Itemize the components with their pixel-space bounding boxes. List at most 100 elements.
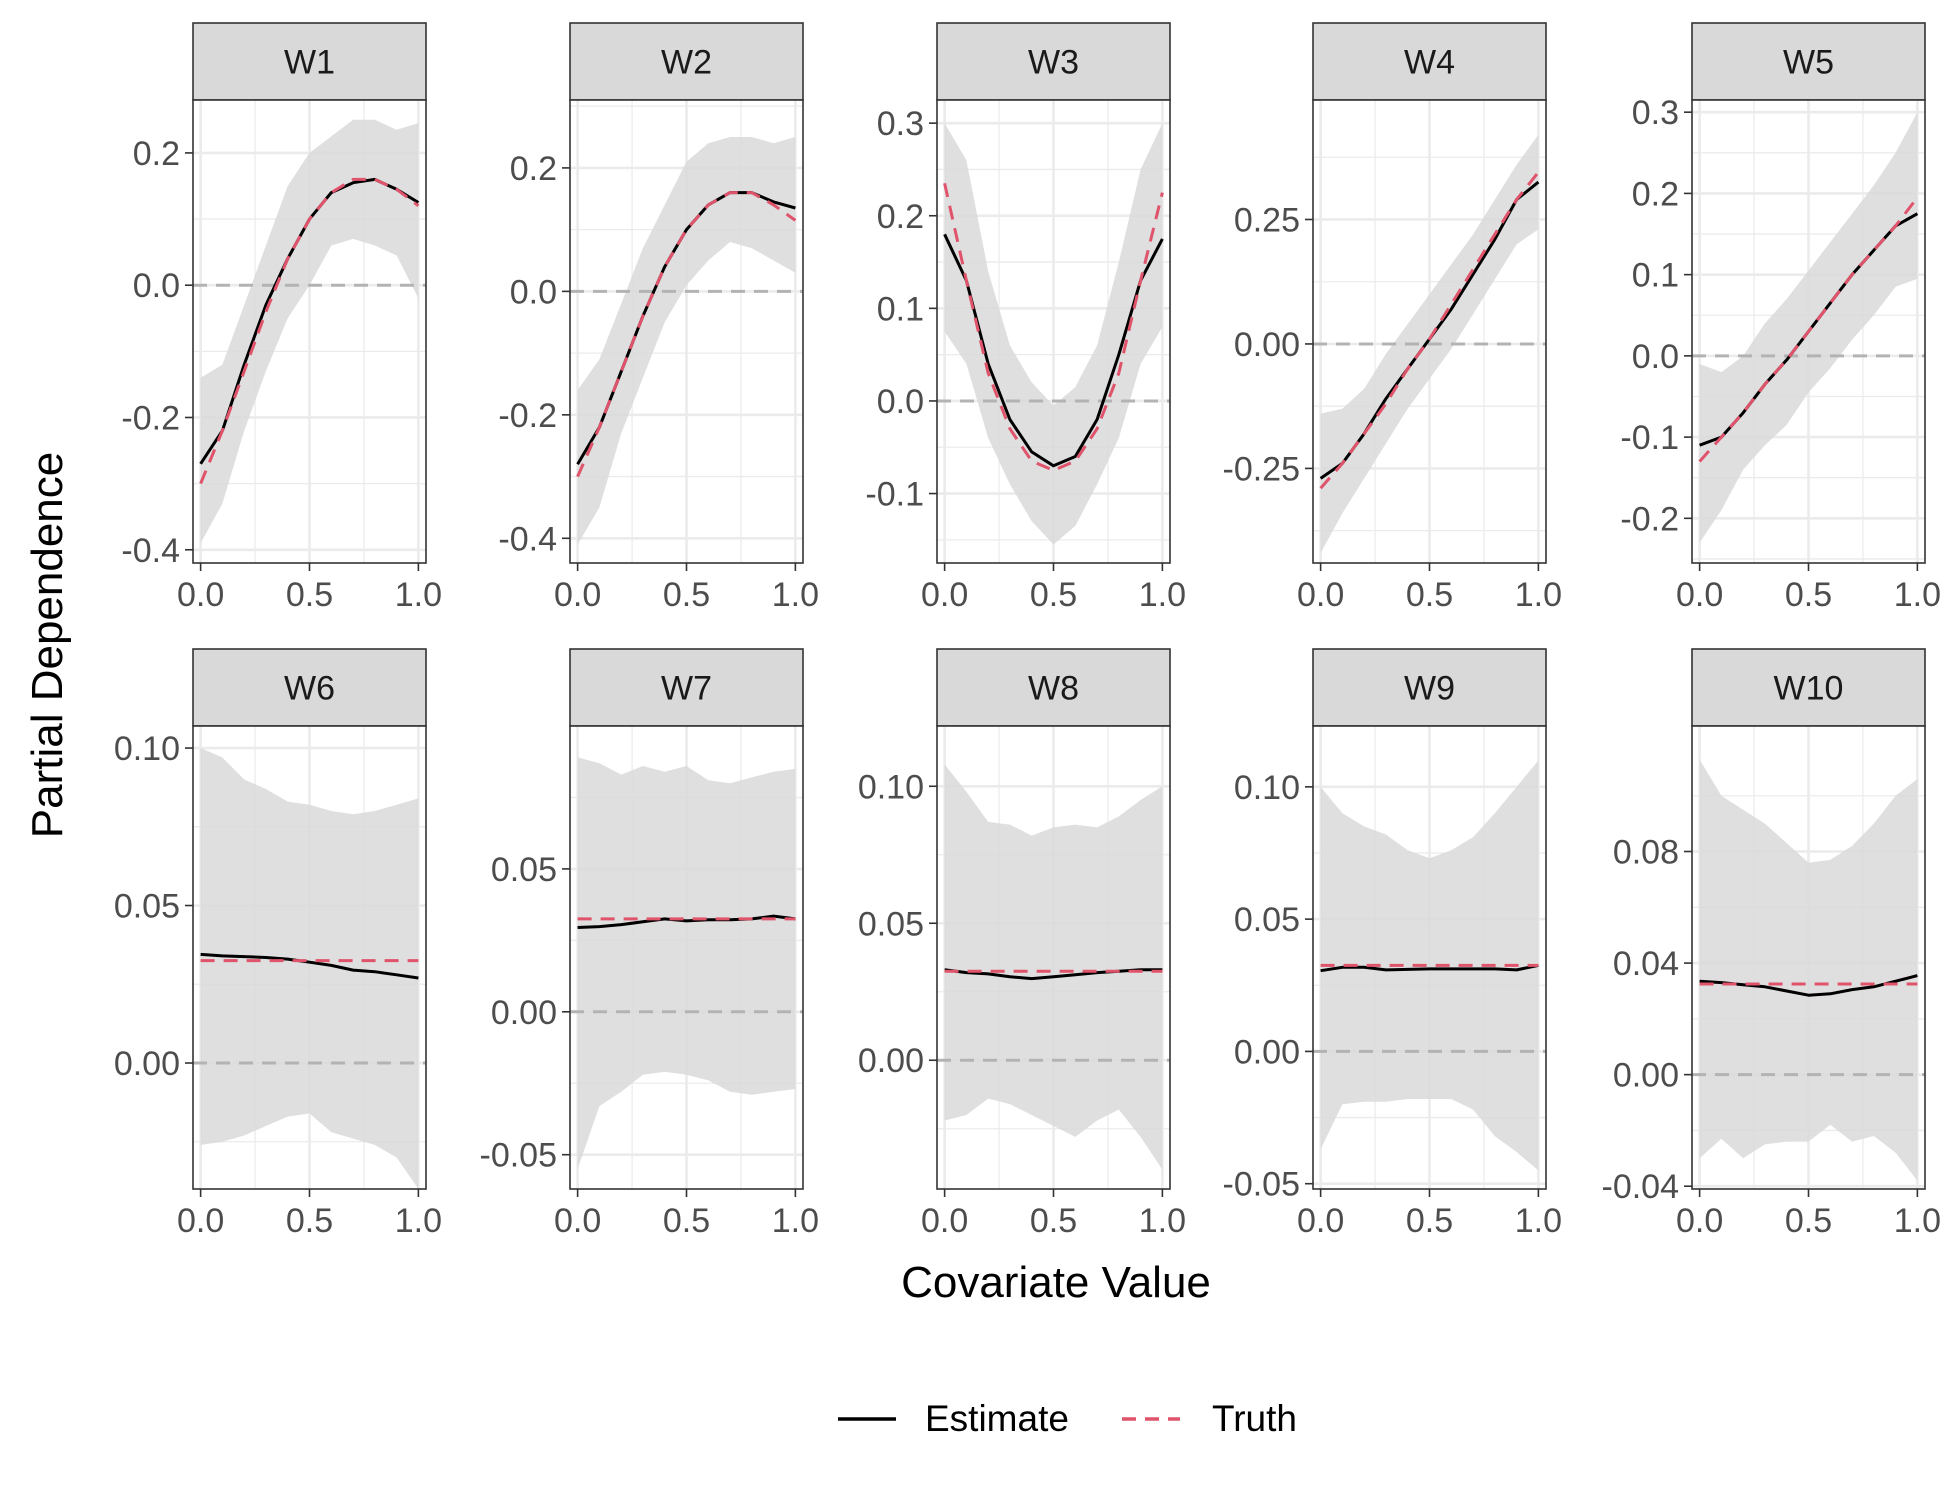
y-tick-label: -0.05 (1223, 1166, 1301, 1204)
x-tick-label: 0.5 (286, 576, 333, 614)
y-tick-label: 0.05 (858, 905, 924, 943)
facet-strip-label: W7 (661, 670, 712, 708)
x-tick-label: 0.5 (663, 1202, 710, 1240)
truth-line (199, 177, 420, 485)
facet-panel-W6: W6 0.00 0.05 0.10 0.0 0.5 1.0 (114, 648, 442, 1240)
facet-strip (1312, 22, 1547, 101)
x-tick-label: 0.0 (177, 576, 224, 614)
facet-strip (192, 648, 427, 727)
truth-line (1319, 171, 1540, 490)
x-tick-label: 0.5 (1785, 1202, 1832, 1240)
y-tick-label: 0.0 (133, 267, 180, 305)
facet-strip-label: W8 (1028, 670, 1079, 708)
x-tick-label: 0.0 (554, 1202, 601, 1240)
facet-strip (936, 22, 1171, 101)
estimate-line (944, 968, 1163, 981)
x-tick-label: 0.0 (554, 576, 601, 614)
y-tick-label: 0.00 (1613, 1057, 1679, 1095)
facet-strip-label: W4 (1404, 44, 1455, 82)
facet-panel-W9: W9 -0.05 0.00 0.05 0.10 0.0 0.5 1.0 (1223, 648, 1562, 1240)
y-tick-label: 0.3 (877, 105, 924, 143)
y-tick-label: 0.1 (1632, 257, 1679, 295)
x-tick-label: 0.5 (663, 576, 710, 614)
facet-strip (1691, 22, 1926, 101)
confidence-band (200, 119, 419, 544)
legend-label-truth: Truth (1212, 1398, 1297, 1439)
x-tick-label: 1.0 (1139, 1202, 1186, 1240)
x-tick-label: 0.5 (1785, 576, 1832, 614)
y-tick-label: 0.3 (1632, 94, 1679, 132)
y-tick-label: -0.2 (121, 399, 180, 437)
y-tick-label: 0.0 (877, 383, 924, 421)
confidence-band (577, 757, 796, 1169)
facet-strip (936, 648, 1171, 727)
y-tick-label: 0.1 (877, 290, 924, 328)
y-tick-label: 0.2 (510, 150, 557, 188)
x-tick-label: 0.0 (1297, 1202, 1344, 1240)
facet-strip (192, 22, 427, 101)
y-tick-label: 0.00 (491, 994, 557, 1032)
facet-strip-label: W5 (1783, 44, 1834, 82)
x-axis-title: Covariate Value (901, 1258, 1211, 1307)
y-tick-label: -0.25 (1223, 450, 1301, 488)
truth-line (576, 191, 797, 478)
y-axis-title: Partial Dependence (23, 452, 72, 838)
x-tick-label: 0.0 (921, 1202, 968, 1240)
y-tick-label: 0.2 (1632, 175, 1679, 213)
x-tick-label: 0.5 (1030, 576, 1077, 614)
x-tick-label: 1.0 (395, 1202, 442, 1240)
confidence-band (1320, 760, 1539, 1171)
facet-strip-label: W2 (661, 44, 712, 82)
facet-strip-label: W1 (284, 44, 335, 82)
legend: Estimate Truth (838, 1398, 1297, 1439)
facet-strip-label: W3 (1028, 44, 1079, 82)
facet-panel-W1: W1 -0.4 -0.2 0.0 0.2 0.0 0.5 1.0 (121, 22, 442, 614)
y-tick-label: -0.4 (121, 532, 180, 570)
y-tick-label: 0.0 (510, 273, 557, 311)
y-tick-label: -0.1 (865, 476, 924, 514)
facet-panel-W4: W4 -0.25 0.00 0.25 0.0 0.5 1.0 (1223, 22, 1562, 614)
confidence-band (1699, 112, 1918, 543)
y-tick-label: 0.2 (133, 135, 180, 173)
estimate-line (577, 914, 796, 929)
facet-panel-W3: W3 -0.1 0.0 0.1 0.2 0.3 0.0 0.5 1.0 (865, 22, 1186, 614)
estimate-line (943, 233, 1164, 468)
y-tick-label: 0.00 (858, 1042, 924, 1080)
y-tick-label: 0.2 (877, 198, 924, 236)
facet-panel-W10: W10 -0.04 0.00 0.04 0.08 0.0 0.5 1.0 (1602, 648, 1941, 1240)
legend-label-estimate: Estimate (925, 1398, 1069, 1439)
truth-line (943, 182, 1164, 472)
x-tick-label: 1.0 (1894, 576, 1941, 614)
facet-strip (569, 22, 804, 101)
x-tick-label: 0.0 (1676, 1202, 1723, 1240)
confidence-band (944, 123, 1163, 545)
facet-panel-W7: W7 -0.05 0.00 0.05 0.0 0.5 1.0 (480, 648, 819, 1240)
estimate-line (1320, 963, 1539, 973)
facet-strip-label: W9 (1404, 670, 1455, 708)
confidence-band (200, 748, 419, 1189)
x-tick-label: 1.0 (1515, 1202, 1562, 1240)
facet-panel-W8: W8 0.00 0.05 0.10 0.0 0.5 1.0 (858, 648, 1186, 1240)
y-tick-label: 0.10 (114, 730, 180, 768)
facet-strip (1312, 648, 1547, 727)
x-tick-label: 0.5 (1406, 576, 1453, 614)
facet-panel-W2: W2 -0.4 -0.2 0.0 0.2 0.0 0.5 1.0 (498, 22, 819, 614)
x-tick-label: 0.5 (1030, 1202, 1077, 1240)
y-tick-label: -0.4 (498, 520, 557, 558)
y-tick-label: 0.00 (114, 1045, 180, 1083)
y-tick-label: -0.04 (1602, 1168, 1680, 1206)
x-tick-label: 1.0 (1515, 576, 1562, 614)
x-tick-label: 1.0 (395, 576, 442, 614)
x-tick-label: 0.5 (286, 1202, 333, 1240)
y-tick-label: -0.05 (480, 1137, 558, 1175)
y-tick-label: 0.10 (858, 768, 924, 806)
x-tick-label: 0.0 (177, 1202, 224, 1240)
facet-panel-W5: W5 -0.2 -0.1 0.0 0.1 0.2 0.3 0.0 0.5 1.0 (1620, 22, 1941, 614)
y-tick-label: -0.2 (1620, 500, 1679, 538)
truth-line (1698, 196, 1919, 463)
y-tick-label: 0.00 (1234, 326, 1300, 364)
facet-strip-label: W10 (1774, 670, 1844, 708)
y-tick-label: 0.05 (491, 851, 557, 889)
